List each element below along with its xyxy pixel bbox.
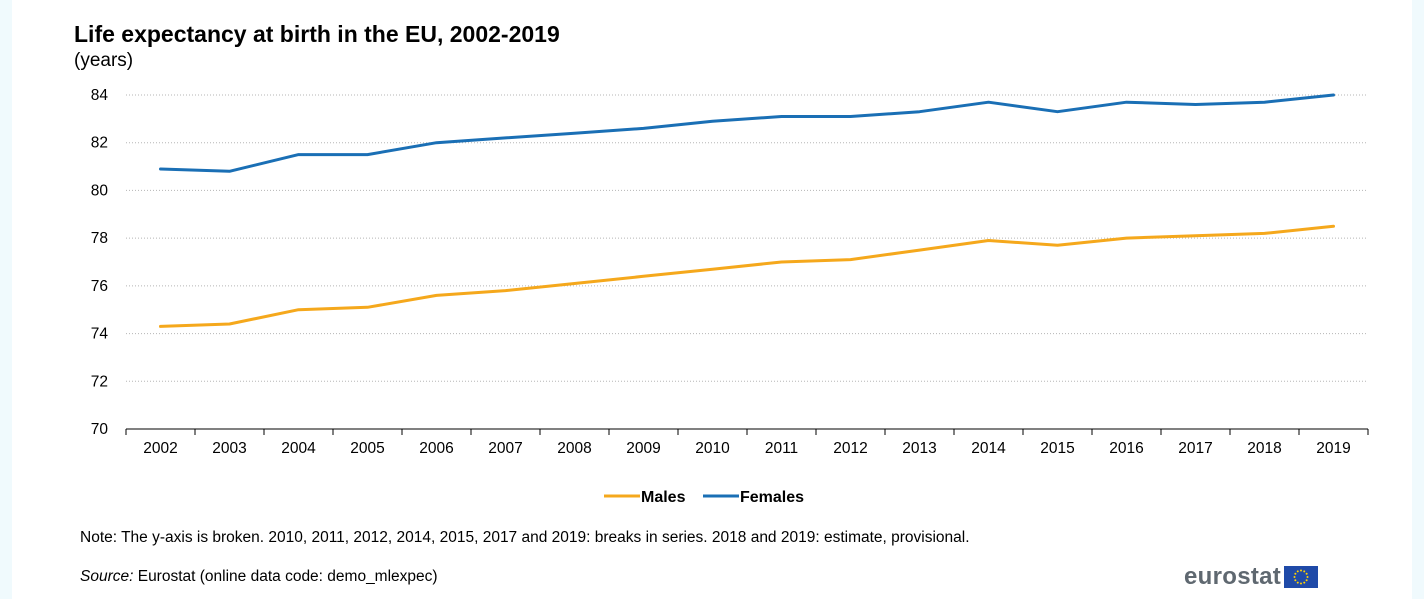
x-tick-label: 2019	[1316, 440, 1350, 457]
chart-source: Source: Eurostat (online data code: demo…	[80, 568, 438, 586]
y-tick-label: 74	[91, 326, 109, 343]
y-tick-label: 78	[91, 230, 108, 247]
eu-flag-icon	[1284, 566, 1319, 588]
x-tick-label: 2017	[1178, 440, 1212, 457]
x-tick-label: 2004	[281, 440, 316, 457]
x-tick-label: 2014	[971, 440, 1006, 457]
chart-subtitle: (years)	[74, 50, 134, 71]
legend-label: Females	[740, 489, 804, 506]
x-tick-label: 2009	[626, 440, 660, 457]
x-tick-label: 2006	[419, 440, 453, 457]
chart-title: Life expectancy at birth in the EU, 2002…	[74, 21, 560, 47]
y-tick-label: 76	[91, 278, 108, 295]
x-tick-label: 2005	[350, 440, 384, 457]
y-tick-label: 70	[91, 421, 109, 438]
x-tick-label: 2018	[1247, 440, 1281, 457]
source-text: Eurostat (online data code: demo_mlexpec…	[133, 568, 438, 585]
logo-text: eurostat	[1184, 563, 1282, 590]
x-tick-label: 2011	[765, 440, 798, 457]
x-tick-label: 2007	[488, 440, 522, 457]
y-tick-label: 72	[91, 373, 108, 390]
x-tick-label: 2008	[557, 440, 591, 457]
series-line-females	[159, 93, 1335, 173]
y-tick-label: 80	[91, 182, 109, 199]
line-chart: 70 72 74 76 78 80 82 84 2002 2003 2004 2005 2006 2007…	[91, 87, 1369, 506]
chart-frame: Life expectancy at birth in the EU, 2002…	[12, 0, 1412, 599]
x-tick-label: 2012	[833, 440, 867, 457]
x-tick-label: 2016	[1109, 440, 1143, 457]
chart-note: Note: The y-axis is broken. 2010, 2011, …	[80, 529, 970, 546]
x-tick-label: 2013	[902, 440, 936, 457]
legend-label: Males	[641, 489, 686, 506]
x-tick-label: 2015	[1040, 440, 1074, 457]
series-line-males	[159, 224, 1335, 328]
x-tick-label: 2002	[143, 440, 177, 457]
eurostat-logo[interactable]: eurostat	[1184, 563, 1319, 591]
source-label: Source:	[80, 568, 134, 585]
y-tick-label: 82	[91, 135, 108, 152]
y-tick-label: 84	[91, 87, 109, 104]
x-tick-label: 2010	[695, 440, 730, 457]
x-tick-label: 2003	[212, 440, 246, 457]
